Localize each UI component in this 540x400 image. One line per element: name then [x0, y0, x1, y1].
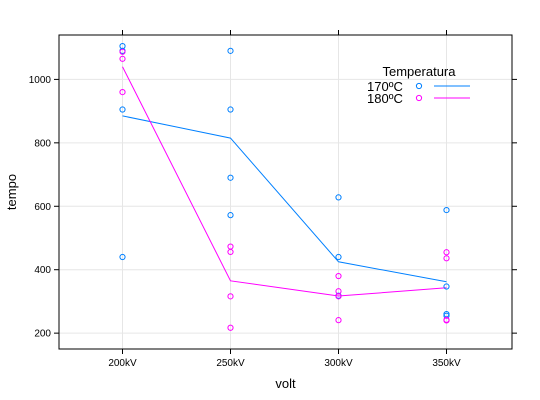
data-point-1	[227, 248, 234, 256]
x-tick-label: 250kV	[216, 358, 245, 369]
y-tick-label: 600	[34, 202, 51, 213]
data-point-1	[443, 317, 450, 324]
legend-marker-180	[415, 94, 423, 102]
data-point-0	[335, 253, 342, 261]
data-point-0	[227, 106, 234, 113]
legend-label-180: 180ºC	[367, 91, 403, 106]
x-tick-label: 300kV	[324, 358, 353, 369]
data-point-0	[443, 206, 450, 214]
legend-marker-170	[415, 82, 423, 90]
line-layer	[122, 66, 447, 297]
x-axis-title: volt	[275, 376, 296, 391]
data-point-0	[227, 174, 234, 181]
x-tick-label: 200kV	[108, 358, 137, 369]
data-point-0	[119, 106, 126, 113]
data-point-1	[335, 293, 342, 300]
data-point-0	[227, 212, 234, 219]
data-point-0	[227, 47, 234, 54]
data-point-1	[119, 55, 126, 62]
data-point-1	[227, 324, 234, 331]
data-point-1	[443, 249, 450, 256]
series-line-1	[122, 66, 447, 297]
y-axis-title: tempo	[4, 174, 19, 210]
data-point-1	[119, 88, 126, 96]
y-tick-label: 1000	[29, 75, 52, 86]
data-point-0	[119, 253, 126, 261]
data-point-1	[227, 293, 234, 300]
series-line-0	[122, 115, 447, 283]
data-point-1	[335, 317, 342, 324]
legend-label-170: 170ºC	[367, 79, 403, 94]
y-tick-label: 800	[34, 138, 51, 149]
tick-layer: 200kV 250kV 300kV 350kV 200 400 600 800 1000	[29, 30, 517, 369]
point-layer	[119, 43, 450, 331]
legend: Temperatura 170ºC 180ºC	[367, 64, 470, 106]
y-tick-label: 200	[34, 329, 51, 340]
legend-title: Temperatura	[383, 64, 457, 79]
data-point-0	[335, 194, 342, 201]
data-point-1	[119, 48, 126, 55]
data-point-0	[443, 283, 450, 290]
x-tick-label: 350kV	[432, 358, 461, 369]
grid-layer	[59, 35, 512, 349]
data-point-1	[443, 255, 450, 262]
plot-frame	[58, 34, 513, 350]
y-tick-label: 400	[34, 265, 51, 276]
data-point-1	[335, 272, 342, 280]
